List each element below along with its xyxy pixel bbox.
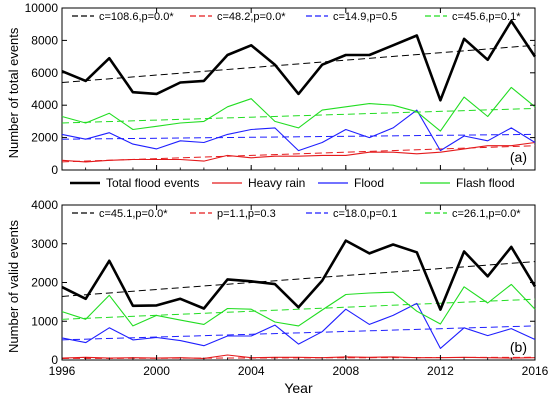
series-lines-b	[61, 239, 537, 359]
y-tick-label: 2000	[31, 276, 58, 290]
x-tick-label: 2016	[522, 364, 549, 378]
y-tick-label: 0	[51, 163, 58, 177]
y-tick-label: 4000	[31, 198, 58, 212]
trend-legend-label-flood: c=14.9,p=0.5	[333, 11, 397, 23]
series-line-total	[61, 19, 537, 102]
trend-line-total	[61, 261, 536, 297]
series-lines-a	[61, 19, 537, 163]
y-tick-label: 2000	[31, 131, 58, 145]
series-line-flood	[61, 302, 536, 349]
trend-legend-label-flood: c=18.0,p=0.1	[333, 208, 397, 220]
trend-legend-a: c=108.6,p=0.0* c=48.2,p=0.0* c=14.9,p=0.5 c…	[72, 11, 521, 23]
y-tick-label: 0	[51, 353, 58, 367]
panel-a-total-events: 0 2000 4000 6000 8000 10000 c=108.6,p=0.0* c=4…	[6, 1, 537, 177]
trend-legend-label-heavy: c=48.2,p=0.0*	[217, 11, 286, 23]
x-axis-label: Year	[284, 380, 313, 396]
legend-label-flash: Flash flood	[456, 176, 515, 190]
y-tick-label: 3000	[31, 237, 58, 251]
y-tick-label: 1000	[31, 314, 58, 328]
series-legend: Total flood events Heavy rain Flood Flash f…	[70, 176, 515, 190]
axes-a: 0 2000 4000 6000 8000 10000	[25, 1, 536, 177]
series-line-flood	[61, 109, 536, 152]
trend-legend-label-total: c=108.6,p=0.0*	[99, 11, 174, 23]
trend-legend-label-flash: c=26.1,p=0.0*	[452, 208, 521, 220]
trend-line-flood	[61, 133, 536, 140]
x-tick-label: 2000	[143, 364, 170, 378]
y-tick-label: 6000	[31, 66, 58, 80]
trend-line-flash	[61, 298, 536, 320]
panel-label-a: (a)	[510, 149, 527, 165]
trend-line-flood	[61, 325, 536, 341]
series-line-flash	[61, 86, 536, 132]
series-line-flash	[61, 283, 536, 327]
panel-b-valid-events: 0 1000 2000 3000 4000 1996 2000 2004 2008 2012 201…	[6, 198, 549, 378]
series-line-heavy	[61, 354, 536, 359]
trend-line-total	[61, 44, 536, 84]
series-line-total	[61, 239, 537, 311]
legend-label-total: Total flood events	[106, 176, 199, 190]
y-tick-label: 4000	[31, 98, 58, 112]
trend-line-flash	[61, 107, 536, 124]
trend-legend-label-flash: c=45.6,p=0.1*	[452, 11, 521, 23]
y-tick-label: 8000	[31, 33, 58, 47]
axes-b: 0 1000 2000 3000 4000 1996 2000 2004 2008 2012 201…	[31, 198, 548, 378]
plot-frame-a	[61, 7, 536, 171]
plot-frame-b	[61, 204, 536, 361]
series-line-heavy	[61, 141, 536, 163]
trend-legend-label-heavy: p=1.1,p=0.3	[217, 208, 276, 220]
legend-label-flood: Flood	[354, 176, 384, 190]
x-tick-label: 1996	[49, 364, 76, 378]
y-tick-label: 10000	[25, 1, 59, 15]
y-axis-label-a: Number of total events	[6, 27, 21, 158]
x-tick-label: 2004	[238, 364, 265, 378]
x-tick-label: 2012	[427, 364, 454, 378]
trend-legend-b: c=45.1,p=0.0* p=1.1,p=0.3 c=18.0,p=0.1 c=26…	[72, 208, 521, 220]
x-tick-label: 2008	[332, 364, 359, 378]
y-axis-label-b: Number of valid events	[6, 220, 21, 353]
panel-label-b: (b)	[510, 339, 527, 355]
legend-label-heavy: Heavy rain	[248, 176, 305, 190]
trend-legend-label-total: c=45.1,p=0.0*	[99, 208, 168, 220]
